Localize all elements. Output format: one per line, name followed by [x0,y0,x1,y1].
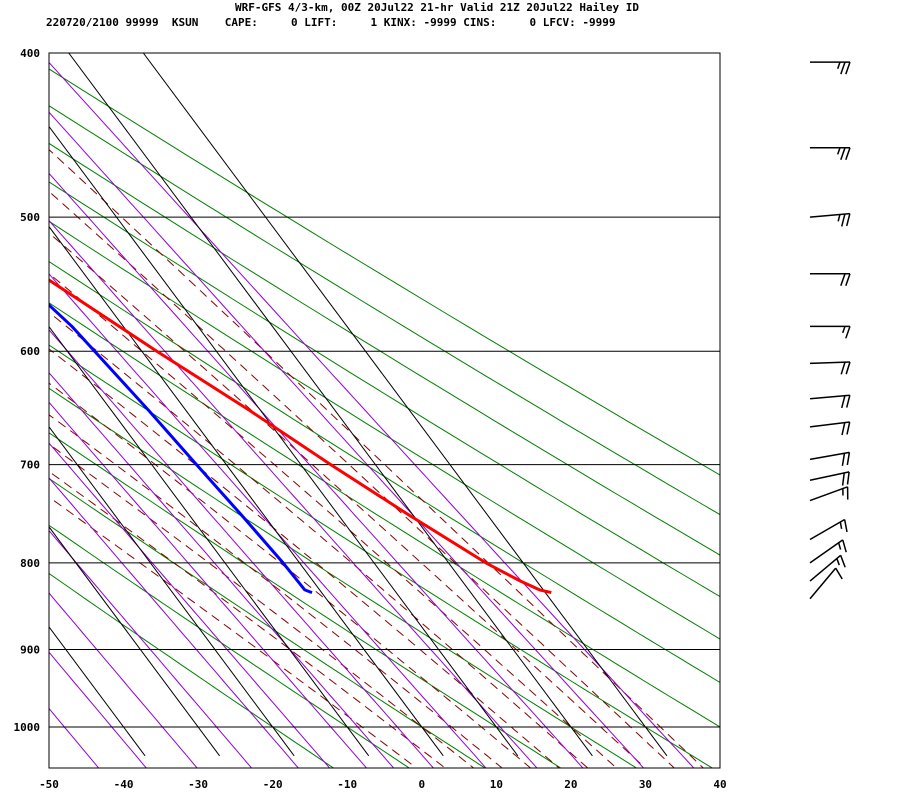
temperature-tick-label: -20 [263,778,283,791]
pressure-tick-label: 900 [20,643,40,656]
grid [49,52,720,757]
chart-subtitle-indices: 220720/2100 99999 KSUN CAPE: 0 LIFT: 1 K… [46,16,616,29]
temperature-tick-label: -10 [337,778,357,791]
dry-adiabat-line [49,220,720,640]
temperature-profile [49,278,552,595]
pressure-tick-label: 1000 [14,721,41,734]
mixing-ratio-line [49,329,435,768]
mixing-ratio-line [49,273,487,768]
wind-barb [809,518,848,541]
dry-adiabat-line [49,432,562,768]
chart-title: WRF-GFS 4/3-km, 00Z 20Jul22 21-hr Valid … [235,1,639,14]
wind-barb [809,361,851,375]
wind-barb [809,486,849,502]
moist-adiabat-line [49,272,618,768]
moist-adiabat-line [49,348,560,768]
dewpoint-profile [49,302,313,595]
temperature-tick-label: 10 [490,778,503,791]
pressure-tick-labels: 400 500 600 700 800 900 1000 [14,47,41,734]
dry-adiabat-line [49,68,720,476]
moist-adiabat-line [49,470,446,768]
dry-adiabat-line [49,572,335,768]
mixing-ratio-line [49,61,695,768]
pressure-tick-label: 400 [20,47,40,60]
temperature-tick-label: -30 [188,778,208,791]
moist-adiabat-line [49,232,646,768]
dry-adiabat-line [49,477,486,768]
mixing-ratio-line [49,592,198,768]
temperature-tick-label: 40 [713,778,726,791]
mixing-ratio-line [49,401,368,768]
mixing-ratio-line [49,477,300,768]
plot-frame [48,52,721,769]
wind-barb [809,554,846,582]
isotherm-line [49,225,444,757]
pressure-tick-label: 500 [20,211,40,224]
mixing-ratio-line [49,529,253,768]
wind-barb [810,61,851,75]
moist-adiabat-line [49,443,475,768]
dry-adiabat-line [49,260,720,684]
wind-barb [809,451,851,466]
pressure-tick-label: 800 [20,557,40,570]
moist-adiabat-line [49,148,705,768]
moist-adiabat-line [49,382,532,768]
dry-adiabat-line [49,524,411,768]
temperature-tick-label: 30 [639,778,652,791]
dry-adiabat-line [49,181,720,598]
dry-adiabat-line [49,387,638,768]
isotherm-line [49,626,146,757]
temperature-tick-labels: -50 -40 -30 -20 -10 0 10 20 30 40 [39,778,727,791]
mixing-ratio-line [49,651,147,768]
mixing-ratio-line [49,442,331,768]
mixing-ratio-line [49,219,538,768]
mixing-ratio-line [49,707,100,768]
dry-adiabat-line [49,142,720,556]
wind-barb [809,421,851,436]
wind-barb [810,325,851,339]
wind-barb [809,394,851,409]
isotherm-line [49,125,519,757]
dry-adiabat-line [49,105,720,516]
mixing-ratio-line [49,371,395,768]
moist-adiabat-line [49,311,589,768]
temperature-tick-label: -50 [39,778,59,791]
dry-adiabat-line [49,302,720,728]
isotherm-line [49,325,370,757]
background-lines [49,61,720,768]
profiles [49,278,552,595]
wind-barb [810,147,851,161]
wind-barb [809,567,843,600]
isotherm-line [49,526,221,757]
dry-adiabat-line [49,344,714,768]
isotherm-line [142,53,668,757]
temperature-tick-label: 0 [418,778,425,791]
wind-barbs [809,61,851,600]
wind-barb [809,539,847,564]
moist-adiabat-line [49,496,418,768]
pressure-tick-label: 700 [20,459,40,472]
wind-barb [810,272,851,286]
wind-barb [809,212,851,227]
temperature-tick-label: 20 [564,778,577,791]
isotherm-line [68,53,593,757]
mixing-ratio-line [49,172,584,768]
moist-adiabat-line [49,414,503,768]
isotherm-line [49,425,295,757]
pressure-tick-label: 600 [20,345,40,358]
temperature-tick-label: -40 [114,778,134,791]
mixing-ratio-line [49,111,645,768]
wind-barb [809,471,850,486]
